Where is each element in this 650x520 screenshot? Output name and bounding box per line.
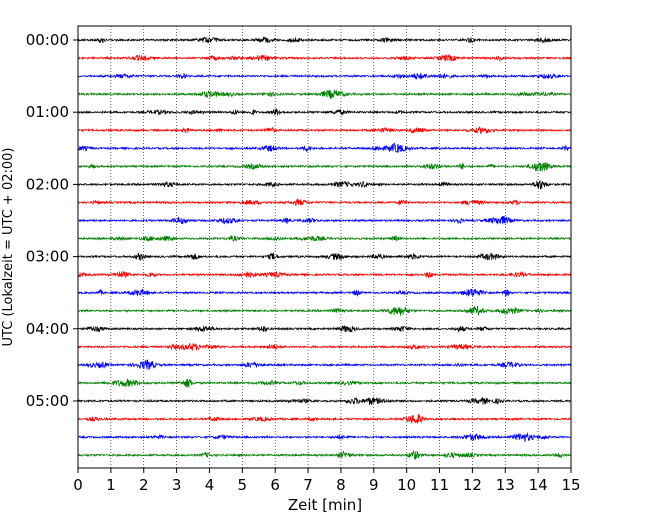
seismogram-trace bbox=[77, 216, 572, 225]
seismogram-trace bbox=[77, 270, 572, 279]
x-tick-label: 4 bbox=[205, 476, 215, 494]
seismogram-trace bbox=[77, 36, 572, 44]
seismogram-trace bbox=[77, 54, 572, 62]
seismogram-trace bbox=[77, 125, 572, 134]
seismogram-trace bbox=[77, 234, 572, 243]
seismogram-trace bbox=[77, 180, 572, 190]
seismogram-trace bbox=[77, 198, 572, 206]
y-axis-label: UTC (Lokalzeit = UTC + 02:00) bbox=[1, 148, 16, 347]
y-tick-label: 01:00 bbox=[26, 103, 69, 121]
y-tick-label: 05:00 bbox=[26, 392, 69, 410]
x-tick-label: 15 bbox=[561, 476, 580, 494]
seismogram-trace bbox=[77, 342, 572, 351]
x-axis-label: Zeit [min] bbox=[288, 496, 362, 514]
seismogram-trace bbox=[77, 89, 572, 99]
seismogram-traces bbox=[77, 36, 572, 460]
y-tick-label: 04:00 bbox=[26, 320, 69, 338]
x-axis-ticks: 0 1 2 3 4 5 6 7 8 9 10 11 12 13 14 15 bbox=[73, 468, 581, 494]
x-tick-label: 10 bbox=[397, 476, 416, 494]
seismogram-trace bbox=[77, 252, 572, 262]
x-tick-label: 2 bbox=[139, 476, 149, 494]
x-tick-label: 12 bbox=[463, 476, 482, 494]
seismogram-trace bbox=[77, 72, 572, 80]
y-tick-label: 00:00 bbox=[26, 31, 69, 49]
seismogram-trace bbox=[77, 359, 572, 371]
x-tick-label: 8 bbox=[336, 476, 346, 494]
plot-frame bbox=[77, 25, 572, 469]
seismogram-trace bbox=[77, 288, 572, 297]
x-tick-label: 11 bbox=[430, 476, 449, 494]
seismogram-trace bbox=[77, 396, 572, 406]
x-tick-label: 13 bbox=[496, 476, 515, 494]
seismogram-trace bbox=[77, 162, 572, 172]
seismogram-trace bbox=[77, 142, 572, 153]
x-tick-label: 5 bbox=[238, 476, 248, 494]
seismogram-trace bbox=[77, 413, 572, 425]
y-tick-label: 03:00 bbox=[26, 248, 69, 266]
x-tick-label: 1 bbox=[106, 476, 116, 494]
x-tick-label: 7 bbox=[303, 476, 313, 494]
seismogram-trace bbox=[77, 450, 572, 460]
x-tick-label: 9 bbox=[369, 476, 379, 494]
seismogram-trace bbox=[77, 305, 572, 316]
y-axis-ticks: 00:00 01:00 02:00 03:00 04:00 05:00 bbox=[26, 31, 78, 410]
x-tick-label: 3 bbox=[172, 476, 182, 494]
x-tick-label: 6 bbox=[270, 476, 280, 494]
x-tick-label: 0 bbox=[73, 476, 83, 494]
seismogram-trace bbox=[77, 431, 572, 443]
y-tick-label: 02:00 bbox=[26, 175, 69, 193]
seismogram-trace bbox=[77, 378, 572, 389]
x-tick-label: 14 bbox=[529, 476, 548, 494]
seismogram-trace bbox=[77, 324, 572, 333]
seismogram-trace bbox=[77, 108, 572, 117]
